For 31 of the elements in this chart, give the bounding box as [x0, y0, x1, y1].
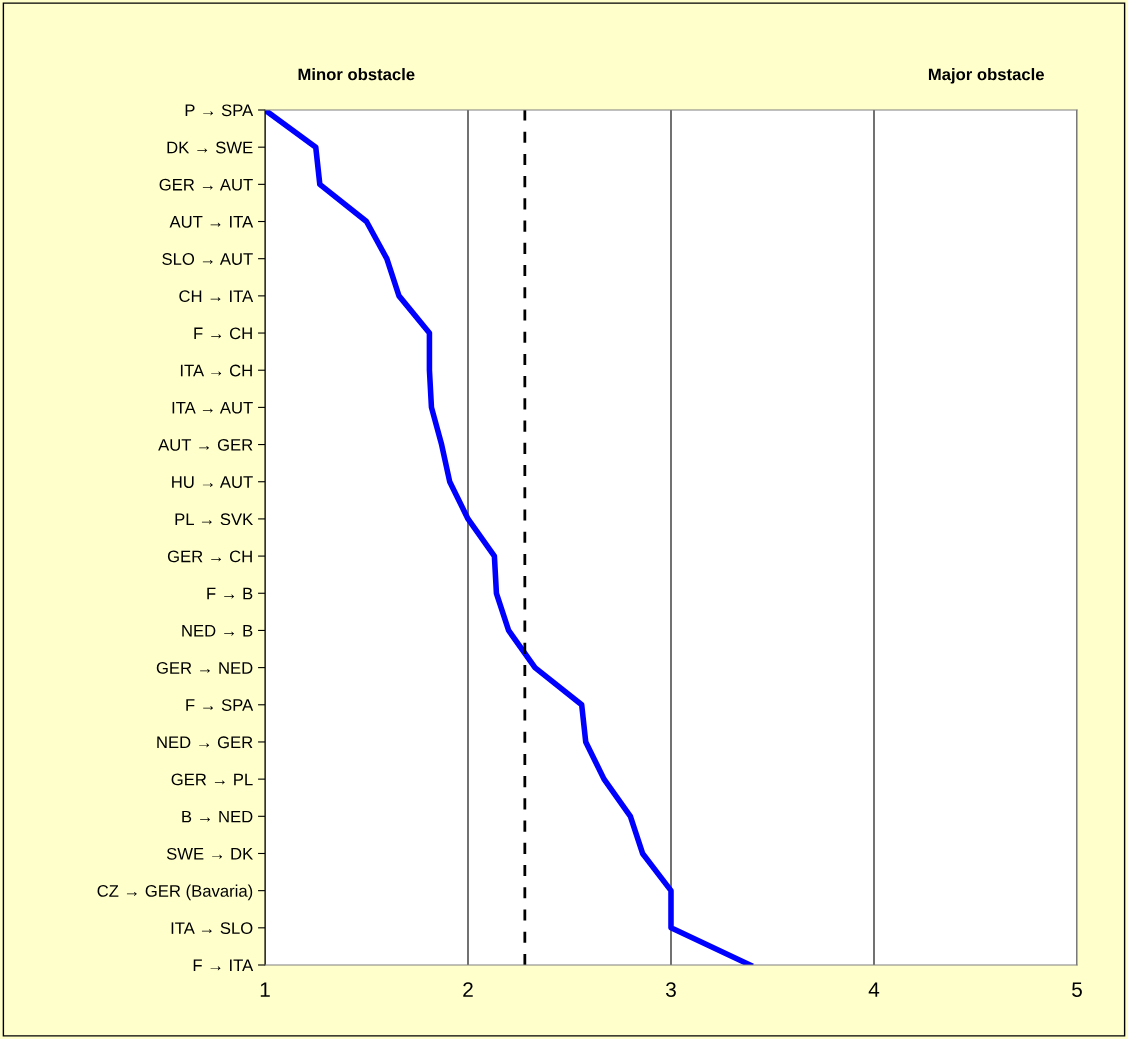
x-tick-label: 3	[666, 982, 676, 997]
y-tick-label: ITA → SLO	[171, 922, 253, 935]
x-tick-label: 4	[868, 982, 880, 997]
y-tick-label: NED → GER	[157, 736, 253, 749]
text: Minor obstacle	[298, 68, 415, 81]
y-tick-label: GER → NED	[156, 662, 253, 674]
y-tick-label: F → CH	[194, 327, 252, 340]
y-tick-label: SWE → DK	[166, 847, 254, 860]
y-tick-label: F → SPA	[186, 699, 254, 711]
y-tick-label: GER → AUT	[159, 178, 253, 191]
y-tick-label: CZ → GER (Bavaria)	[97, 884, 253, 901]
y-tick-label: GER → PL	[171, 773, 253, 786]
x-tick-label: 5	[1072, 982, 1082, 997]
x-tick-label: 2	[463, 982, 473, 997]
y-tick-label: F → B	[207, 587, 253, 600]
y-tick-label: F → ITA	[193, 959, 254, 972]
y-tick-label: PL → SVK	[175, 513, 254, 526]
y-tick-label: AUT → GER	[158, 438, 253, 451]
text: Major obstacle	[928, 68, 1044, 84]
y-tick-label: B → NED	[182, 810, 253, 823]
y-tick-label: NED → B	[182, 625, 253, 637]
y-tick-label: GER → CH	[167, 550, 252, 563]
y-tick-label: P → SPA	[185, 104, 254, 117]
y-tick-label: AUT → ITA	[169, 216, 254, 228]
y-tick-label: ITA → AUT	[172, 401, 253, 414]
y-tick-label: DK → SWE	[167, 141, 253, 154]
y-tick-label: ITA → CH	[180, 364, 252, 377]
y-tick-label: CH → ITA	[179, 290, 254, 303]
x-tick-label: 1	[260, 982, 270, 997]
y-tick-label: SLO → AUT	[162, 253, 253, 265]
y-tick-label: HU → AUT	[172, 476, 253, 488]
